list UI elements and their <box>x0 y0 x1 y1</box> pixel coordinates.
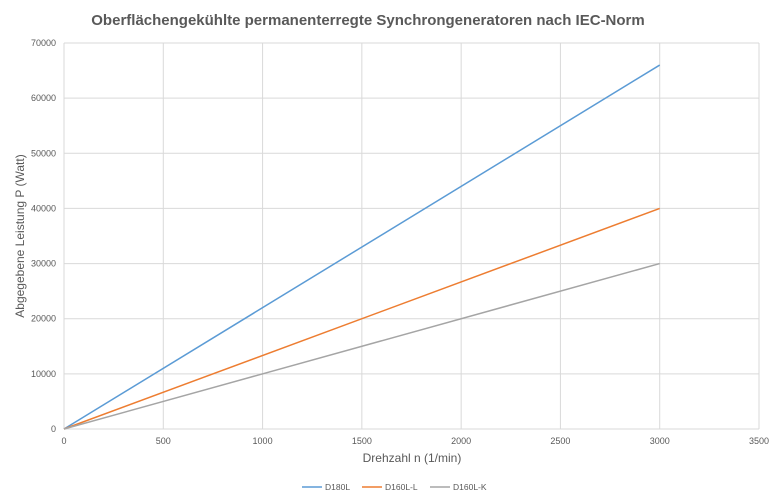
x-tick-label: 2000 <box>451 436 471 446</box>
y-tick-label: 20000 <box>31 314 56 324</box>
legend: D180L D160L-L D160L-K <box>302 482 487 492</box>
y-tick-label: 10000 <box>31 369 56 379</box>
y-tick-label: 50000 <box>31 148 56 158</box>
series-line-d160l-l <box>63 207 660 430</box>
series-line-d180l <box>63 64 661 430</box>
x-tick-label: 3500 <box>749 436 769 446</box>
x-tick-label: 1500 <box>352 436 372 446</box>
gridlines <box>63 42 760 430</box>
y-axis-label: Abgegebene Leistung P (Watt) <box>13 154 27 317</box>
x-tick-label: 0 <box>61 436 66 446</box>
y-tick-label: 0 <box>51 424 56 434</box>
y-tick-label: 40000 <box>31 203 56 213</box>
y-tick-label: 30000 <box>31 259 56 269</box>
y-tick-label: 60000 <box>31 93 56 103</box>
legend-label-d180l: D180L <box>325 482 350 492</box>
chart-title: Oberflächengekühlte permanenterregte Syn… <box>91 12 644 29</box>
series-lines <box>63 64 661 430</box>
y-axis-tick-labels: 0 10000 20000 30000 40000 50000 60000 70000 <box>31 38 56 434</box>
x-axis-tick-labels: 0 500 1000 1500 2000 2500 3000 3500 <box>61 436 769 446</box>
x-tick-label: 2500 <box>550 436 570 446</box>
series-line-d160l-k <box>63 262 660 430</box>
x-tick-label: 1000 <box>253 436 273 446</box>
x-tick-label: 500 <box>156 436 171 446</box>
legend-label-d160l-l: D160L-L <box>385 482 418 492</box>
y-tick-label: 70000 <box>31 38 56 48</box>
x-axis-label: Drehzahl n (1/min) <box>363 451 462 465</box>
legend-label-d160l-k: D160L-K <box>453 482 487 492</box>
x-tick-label: 3000 <box>650 436 670 446</box>
